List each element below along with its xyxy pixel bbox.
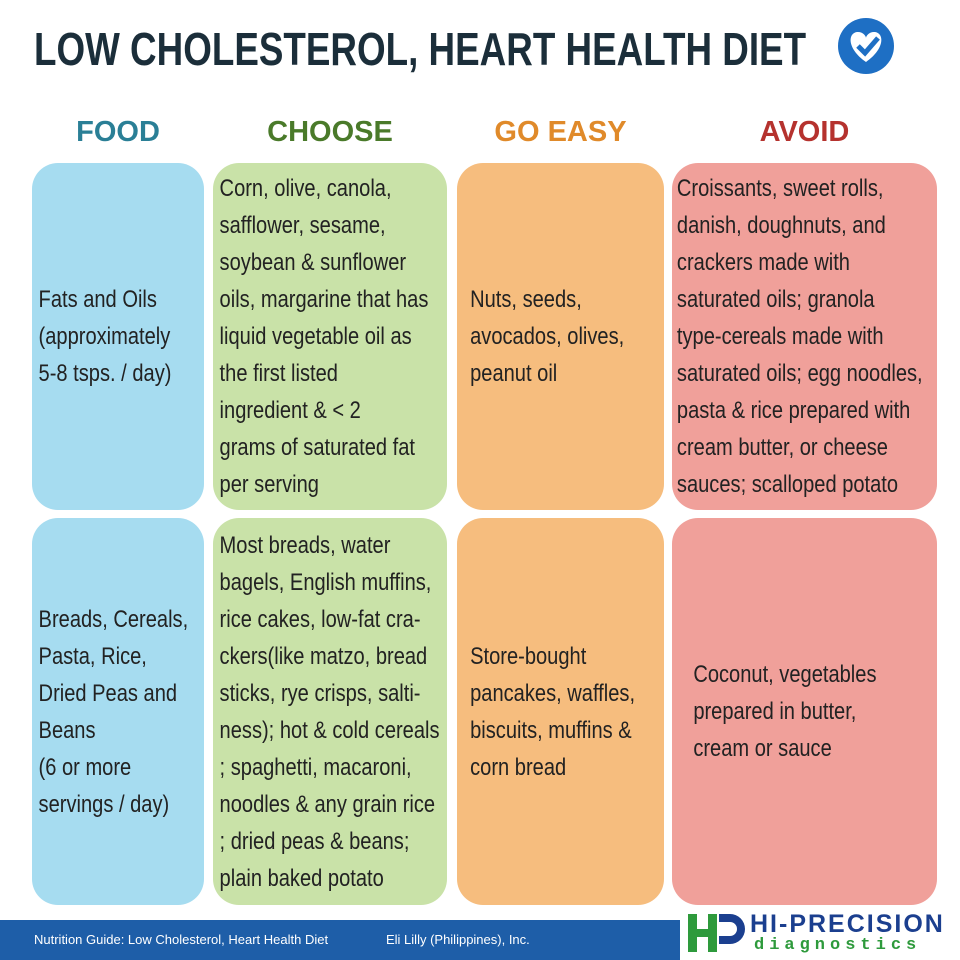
text-line: cream butter, or cheese	[676, 434, 888, 461]
text-line: corn bread	[470, 753, 567, 781]
text-line: servings / day)	[38, 790, 170, 818]
table-cell: Nuts, seeds, avocados, olives, peanut oil	[457, 163, 664, 510]
text-line: ckers(like matzo, bread	[219, 642, 428, 670]
heart-icon	[838, 18, 894, 74]
table-cell: Breads, Cereals, Pasta, Rice, Dried Peas a…	[32, 518, 204, 905]
text-line: pasta & rice prepared with	[676, 397, 911, 424]
text-line: Coconut, vegetables	[693, 661, 877, 688]
publisher: Eli Lilly (Philippines), Inc.	[386, 932, 530, 947]
text-line: 5-8 tsps. / day)	[38, 360, 172, 387]
text-line: cream or sauce	[693, 735, 832, 762]
source: Nutrition Guide: Low Cholesterol, Heart …	[34, 932, 329, 947]
text-line: pancakes, waffles,	[470, 679, 636, 707]
table-cell: Fats and Oils (approximately 5-8 tsps. / d…	[32, 163, 204, 510]
cell-text: Croissants, sweet rolls, danish, doughnut…	[672, 170, 923, 503]
cell-text: Breads, Cereals, Pasta, Rice, Dried Peas a…	[32, 601, 189, 823]
text-line: saturated oils; egg noodles,	[676, 360, 923, 387]
text-line: per serving	[219, 471, 319, 498]
text-line: Beans	[38, 716, 96, 744]
text-line: oils, margarine that has	[219, 286, 429, 313]
text-line: sticks, rye crisps, salti-	[219, 679, 421, 707]
text-line: Fats and Oils	[38, 286, 157, 313]
text-line: rice cakes, low-fat cra-	[219, 605, 421, 633]
text-line: avocados, olives,	[470, 323, 625, 350]
footer-bar: Nutrition Guide: Low Cholesterol, Heart …	[0, 920, 680, 960]
text-line: bagels, English muffins,	[219, 568, 432, 596]
text-line: (approximately	[38, 323, 171, 350]
text-line: ; spaghetti, macaroni,	[219, 753, 412, 781]
brand: HI-PRECISION	[750, 910, 945, 938]
text-line: sauces; scalloped potato	[676, 471, 899, 498]
text-line: saturated oils; granola	[676, 286, 875, 313]
table-cell: Coconut, vegetables prepared in butter, cr…	[672, 518, 937, 905]
text-line: peanut oil	[470, 360, 558, 387]
text-line: ness); hot & cold cereals	[219, 716, 440, 744]
text-line: Pasta, Rice,	[38, 642, 147, 670]
text-line: safflower, sesame,	[219, 212, 386, 239]
logo-mark	[688, 914, 745, 952]
text-line: liquid vegetable oil as	[219, 323, 412, 350]
text-line: soybean & sunflower	[219, 249, 407, 276]
text-line: biscuits, muffins &	[470, 716, 632, 744]
text-line: type-cereals made with	[676, 323, 884, 350]
table-cell: Most breads, water bagels, English muffin…	[213, 518, 447, 905]
text-line: ingredient & < 2	[219, 397, 361, 424]
text-line: Store-bought	[470, 642, 587, 670]
cell-text: Store-bought pancakes, waffles, biscuits, …	[457, 638, 636, 786]
column-header: CHOOSE	[267, 116, 393, 148]
text-line: prepared in butter,	[693, 698, 857, 725]
text-line: plain baked potato	[219, 864, 384, 892]
text-line: Nuts, seeds,	[470, 286, 582, 313]
text-line: Croissants, sweet rolls,	[676, 175, 884, 202]
text-line: Most breads, water	[219, 531, 391, 559]
column-header: AVOID	[759, 116, 850, 148]
brand-sub: diagnostics	[754, 936, 922, 955]
text-line: crackers made with	[676, 249, 850, 276]
text-line: Corn, olive, canola,	[219, 175, 392, 202]
cell-text: Fats and Oils (approximately 5-8 tsps. / d…	[32, 281, 173, 392]
cell-text: Coconut, vegetables prepared in butter, cr…	[672, 656, 889, 767]
cell-text: Corn, olive, canola, safflower, sesame, so…	[213, 170, 429, 503]
text-line: Breads, Cereals,	[38, 605, 189, 633]
column-header: GO EASY	[494, 116, 627, 148]
cell-text: Most breads, water bagels, English muffin…	[213, 527, 440, 897]
text-line: (6 or more	[38, 753, 132, 781]
text-line: the first listed	[219, 360, 338, 387]
text-line: ; dried peas & beans;	[219, 827, 410, 855]
text-line: grams of saturated fat	[219, 434, 415, 461]
text-line: danish, doughnuts, and	[676, 212, 886, 239]
cell-text: Nuts, seeds, avocados, olives, peanut oil	[457, 281, 627, 392]
table-cell: Store-bought pancakes, waffles, biscuits, …	[457, 518, 664, 905]
text-line: noodles & any grain rice	[219, 790, 436, 818]
text-line: Dried Peas and	[38, 679, 178, 707]
table-cell: Croissants, sweet rolls, danish, doughnut…	[672, 163, 937, 510]
table-cell: Corn, olive, canola, safflower, sesame, so…	[213, 163, 447, 510]
column-header: FOOD	[76, 116, 160, 148]
title: LOW CHOLESTEROL, HEART HEALTH DIET	[34, 23, 807, 75]
